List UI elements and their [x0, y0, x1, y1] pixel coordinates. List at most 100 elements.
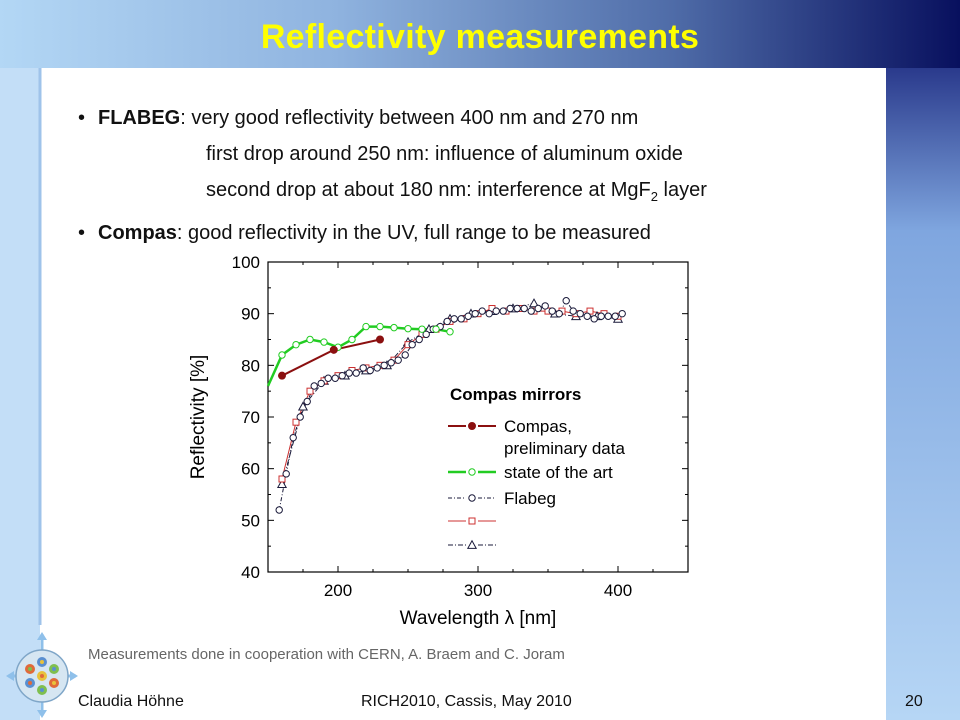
square-point: [278, 475, 286, 483]
right-band: [886, 68, 960, 720]
flabeg-point: [527, 307, 535, 315]
flabeg-point: [289, 433, 297, 442]
flabeg-point: [513, 304, 521, 313]
legend-flabeg-label: Flabeg: [504, 489, 556, 508]
flabeg-point: [443, 317, 451, 326]
footer-author: Claudia Höhne: [78, 693, 184, 710]
compas-point: [329, 345, 338, 354]
legend-flabeg-marker: [468, 494, 476, 502]
header-band: [0, 0, 960, 68]
legend-state-of-the-art-label: state of the art: [504, 463, 613, 482]
flabeg-point: [415, 335, 423, 344]
flabeg-point: [520, 304, 528, 313]
bullet-flabeg-line2-text: first drop around 250 nm: influence of a…: [206, 143, 683, 165]
flabeg-point: [471, 309, 479, 318]
legend-title: Compas mirrors: [450, 385, 581, 404]
legend-compas-label: Compas,: [504, 417, 572, 436]
bullet-flabeg-strong: FLABEG: [98, 107, 181, 129]
triangle-point: [528, 298, 540, 308]
y-axis-label: Reflectivity [%]: [188, 355, 209, 480]
flabeg-point: [499, 307, 507, 315]
flabeg-point: [506, 304, 514, 313]
x-axis-label: Wavelength λ [nm]: [400, 608, 557, 629]
legend-compas-label: preliminary data: [504, 439, 625, 458]
flabeg-point: [296, 413, 304, 421]
state-of-the-art-point: [278, 351, 286, 359]
flabeg-point: [541, 302, 549, 310]
state-of-the-art-point: [348, 335, 356, 344]
flabeg-point: [548, 307, 556, 315]
flabeg-point: [555, 309, 563, 318]
flabeg-point: [534, 304, 542, 313]
y-tick-label: 60: [241, 460, 260, 479]
y-tick-label: 90: [241, 305, 260, 324]
x-tick-label: 200: [324, 581, 352, 600]
flabeg-point: [303, 397, 311, 406]
bullet-flabeg-line3: second drop at about 180 nm: interferenc…: [78, 172, 707, 215]
footer-page-number: 20: [905, 693, 923, 710]
plot-area: [267, 261, 689, 573]
flabeg-point: [331, 374, 339, 382]
flabeg-point: [576, 309, 584, 318]
triangle-point: [276, 478, 288, 489]
triangle-point: [297, 401, 309, 411]
state-of-the-art-point: [292, 340, 300, 349]
flabeg-point: [352, 369, 360, 377]
legend-squares-marker: [468, 517, 476, 525]
bullet-compas-strong: Compas: [98, 222, 177, 244]
flabeg-point: [380, 361, 388, 370]
bullet-compas-text: : good reflectivity in the UV, full rang…: [176, 222, 651, 244]
flabeg-point: [366, 366, 374, 375]
slide-title: Reflectivity measurements: [260, 18, 700, 56]
footer-conference: RICH2010, Cassis, May 2010: [361, 693, 572, 710]
flabeg-point: [373, 364, 381, 372]
bullet-flabeg-text: : very good reflectivity between 400 nm …: [180, 107, 639, 129]
mgf2-subscript: 2: [650, 189, 658, 204]
flabeg-point: [387, 359, 395, 367]
flabeg-point: [422, 330, 430, 339]
compas-point: [278, 371, 286, 380]
flabeg-point: [408, 340, 416, 349]
flabeg-point: [282, 470, 290, 478]
x-tick-label: 400: [604, 581, 632, 600]
flabeg-point: [604, 312, 612, 320]
flabeg-point: [569, 307, 577, 315]
flabeg-point: [324, 374, 332, 382]
state-of-the-art-point: [404, 324, 412, 333]
state-of-the-art-point: [446, 328, 454, 336]
flabeg-point: [618, 309, 626, 318]
bullet-flabeg: • FLABEG: very good reflectivity between …: [78, 107, 639, 129]
flabeg-point: [401, 351, 409, 359]
y-tick-label: 70: [241, 408, 260, 427]
flabeg-point: [583, 312, 591, 320]
flabeg-point: [492, 307, 500, 315]
state-of-the-art-point: [418, 325, 426, 333]
flabeg-point: [478, 307, 486, 315]
square-point: [292, 418, 300, 426]
bullet-flabeg-line3-tail: layer: [657, 179, 707, 201]
flabeg-point: [359, 364, 367, 372]
legend-state-of-the-art-marker: [468, 468, 476, 476]
y-tick-label: 50: [241, 511, 260, 530]
state-of-the-art-point: [320, 338, 328, 346]
state-of-the-art-point: [376, 322, 384, 331]
flabeg-point: [562, 297, 570, 305]
legend-triangles-marker: [466, 539, 478, 549]
bullet-compas: • Compas: good reflectivity in the UV, fu…: [78, 222, 651, 244]
y-tick-label: 80: [241, 356, 260, 375]
flabeg-point: [450, 315, 458, 323]
cooperation-note: Measurements done in cooperation with CE…: [88, 646, 565, 663]
legend-compas-marker: [468, 422, 476, 430]
y-tick-label: 40: [241, 563, 260, 582]
flabeg-point: [345, 369, 353, 377]
flabeg-point: [394, 356, 402, 364]
flabeg-point: [338, 371, 346, 380]
flabeg-point: [611, 312, 619, 320]
flabeg-point: [485, 309, 493, 318]
bullet-list: • FLABEG: very good reflectivity between …: [78, 100, 707, 251]
state-of-the-art-point: [362, 322, 370, 331]
flabeg-point: [597, 312, 605, 320]
state-of-the-art-point: [306, 335, 314, 344]
footer-strip: [40, 680, 886, 720]
